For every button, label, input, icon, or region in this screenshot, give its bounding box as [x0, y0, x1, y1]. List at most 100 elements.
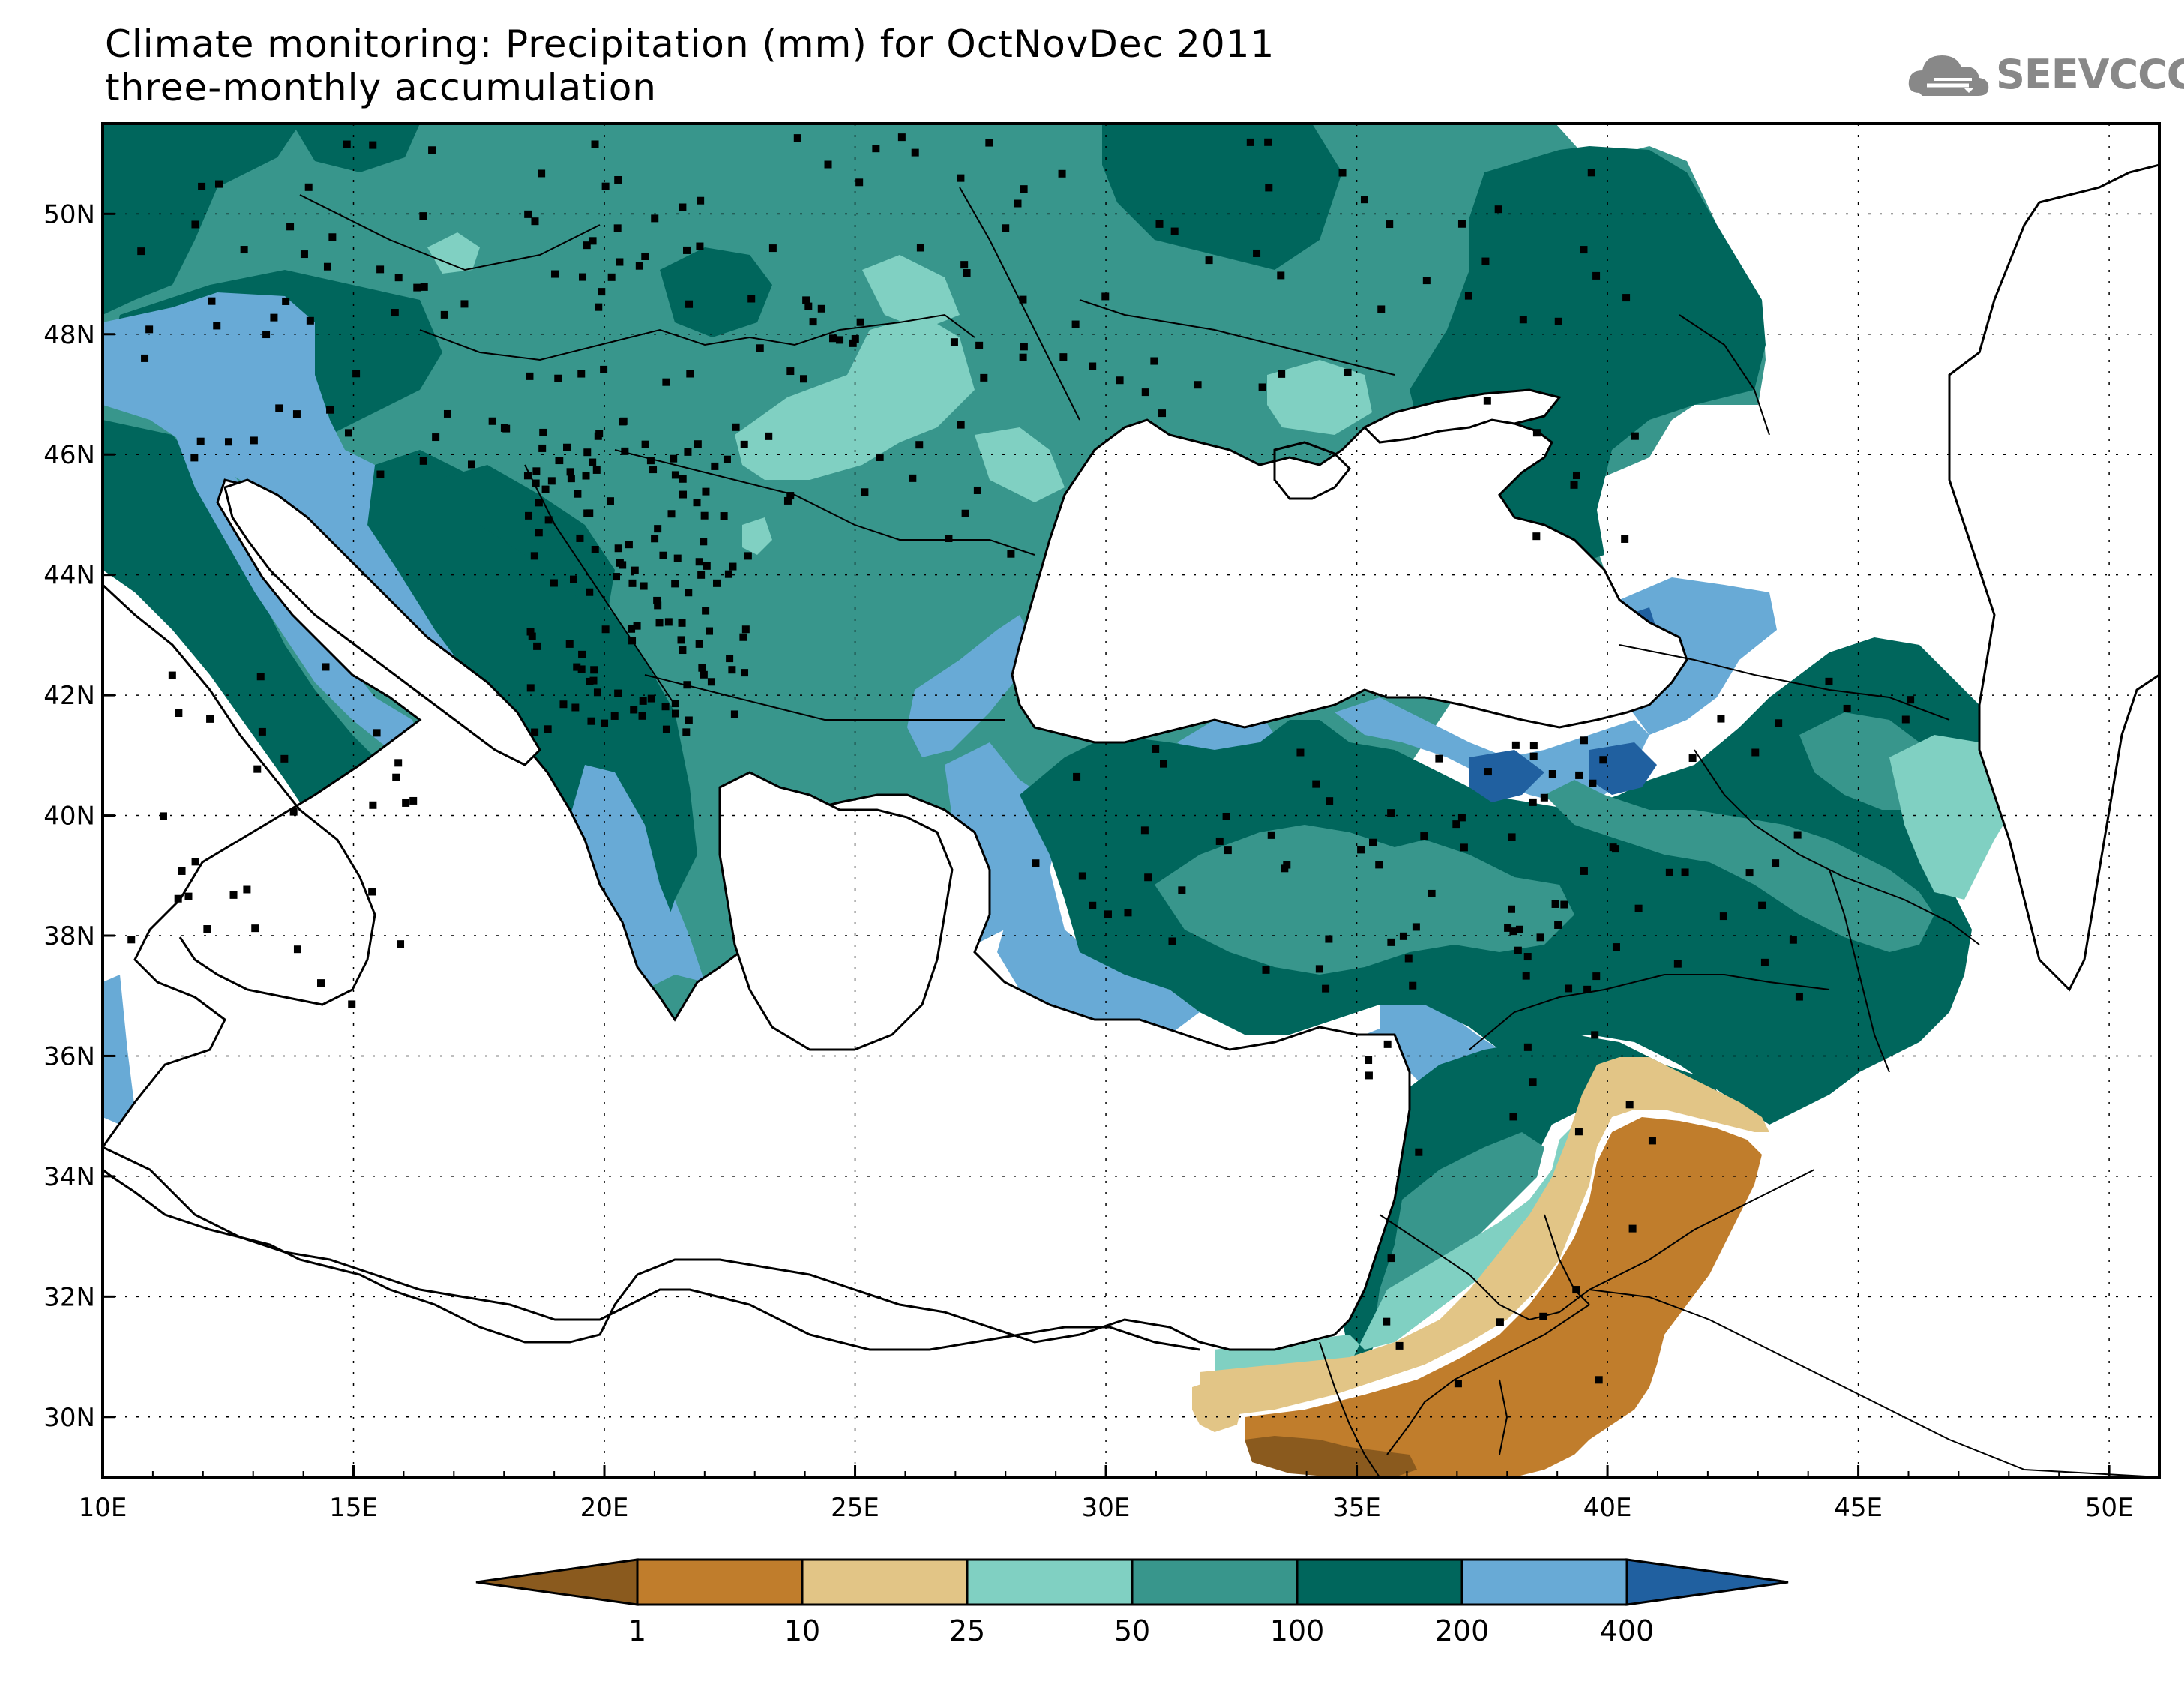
station-marker [1504, 924, 1512, 932]
colorbar-swatch [801, 1558, 969, 1606]
station-marker [1002, 224, 1010, 232]
station-marker [533, 642, 541, 650]
station-marker [728, 666, 736, 674]
x-tick-label: 50E [2085, 1493, 2134, 1523]
station-marker [586, 677, 594, 685]
station-marker [420, 283, 428, 291]
station-marker [547, 477, 556, 485]
field-lt50-slovakia [975, 427, 1065, 502]
station-marker [1338, 169, 1347, 177]
station-marker [348, 1000, 356, 1008]
station-marker [1591, 1031, 1599, 1039]
station-marker [697, 571, 706, 579]
station-marker [641, 440, 649, 448]
station-marker [693, 499, 701, 507]
station-marker [963, 269, 971, 277]
station-marker [741, 669, 749, 677]
station-marker [1508, 905, 1516, 913]
station-marker [1422, 277, 1431, 285]
colorbar-label: 10 [784, 1614, 820, 1647]
station-marker [286, 223, 295, 231]
station-marker [1634, 904, 1643, 912]
station-marker [1386, 220, 1394, 229]
station-marker [275, 404, 283, 412]
station-marker [739, 633, 747, 641]
station-marker [577, 370, 586, 378]
station-marker [1536, 933, 1544, 942]
station-marker [1124, 909, 1132, 917]
station-marker [304, 183, 313, 191]
station-marker [376, 265, 385, 274]
station-marker [1264, 138, 1272, 146]
station-marker [467, 460, 475, 469]
station-marker [240, 246, 248, 254]
station-marker [679, 203, 687, 211]
station-marker [713, 579, 721, 587]
station-marker [700, 670, 708, 679]
station-marker [1344, 368, 1352, 376]
station-marker [190, 454, 199, 462]
station-marker [214, 180, 223, 188]
station-marker [1457, 814, 1466, 822]
station-marker [582, 472, 590, 480]
y-tick-label: 40N [43, 802, 95, 832]
station-marker [702, 607, 710, 615]
station-marker [523, 472, 532, 480]
station-marker [576, 534, 584, 542]
station-marker [612, 573, 620, 581]
station-marker [1404, 954, 1413, 963]
station-marker [686, 370, 694, 378]
station-marker [1312, 780, 1320, 788]
station-marker [530, 552, 538, 560]
station-marker [911, 148, 919, 157]
station-marker [1144, 873, 1152, 882]
station-marker [1575, 771, 1583, 779]
station-marker [671, 580, 679, 588]
colorbar-label: 1 [628, 1614, 646, 1647]
colorbar-swatch [1296, 1558, 1463, 1606]
station-marker [631, 566, 639, 574]
station-marker [1412, 923, 1420, 931]
aegean-sea [718, 771, 954, 1051]
station-marker [306, 316, 314, 325]
station-marker [1540, 793, 1548, 802]
station-marker [1554, 317, 1562, 325]
station-marker [1365, 1071, 1373, 1080]
station-marker [567, 475, 575, 483]
station-marker [587, 717, 595, 725]
colorbar-label: 25 [949, 1614, 985, 1647]
station-marker [700, 511, 709, 520]
station-marker [583, 241, 591, 250]
station-marker [528, 632, 536, 640]
station-marker [802, 296, 810, 304]
gridlines [103, 124, 2159, 1477]
station-marker [526, 372, 534, 380]
field-50-100-turkey-east [1544, 780, 1934, 952]
x-tick-label: 30E [1082, 1493, 1131, 1523]
station-marker [524, 210, 532, 218]
station-marker [1277, 271, 1285, 280]
station-marker [783, 496, 792, 505]
station-marker [1464, 292, 1472, 300]
caspian-sea [1948, 163, 2159, 992]
field-200-400-black-sea-coast [1335, 697, 1649, 802]
station-marker [638, 712, 646, 720]
station-marker [659, 551, 667, 559]
station-marker [1014, 199, 1022, 208]
field-100-200-lebanon [1342, 1177, 1410, 1357]
adriatic-sea [223, 478, 541, 766]
station-marker [574, 490, 582, 498]
station-marker [598, 288, 606, 296]
station-marker [550, 579, 558, 587]
station-marker [655, 619, 664, 627]
station-marker [1612, 943, 1620, 951]
station-marker [175, 709, 183, 718]
station-marker [198, 182, 206, 190]
station-marker [317, 979, 325, 987]
chart-title: Climate monitoring: Precipitation (mm) f… [105, 22, 1275, 66]
station-marker [740, 440, 748, 448]
station-marker [677, 636, 685, 644]
station-marker [428, 146, 436, 154]
station-marker [258, 727, 266, 736]
